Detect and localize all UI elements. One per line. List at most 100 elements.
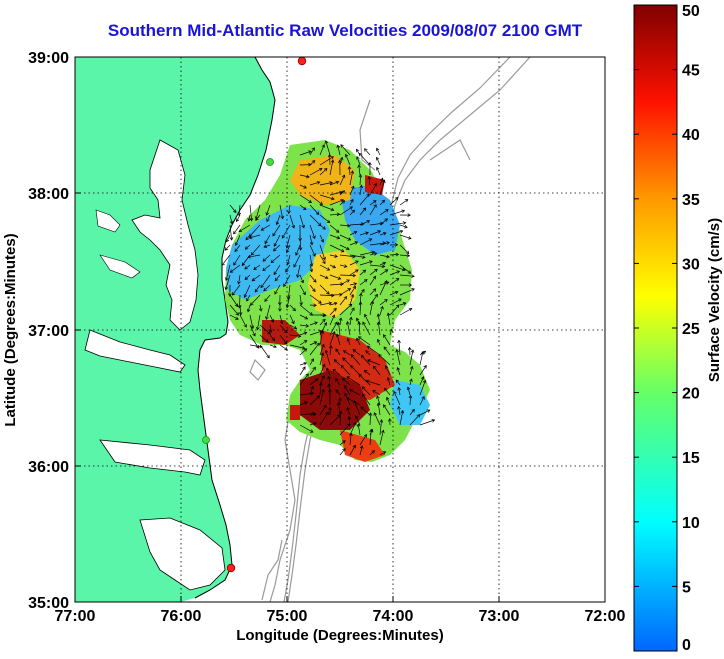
velocity-arrow (369, 276, 376, 286)
colorbar-scale (633, 4, 678, 652)
velocity-arrow (335, 378, 341, 386)
velocity-arrow (349, 231, 357, 236)
velocity-arrow (329, 224, 340, 233)
velocity-arrow-head (411, 408, 415, 413)
velocity-arrow (339, 206, 353, 216)
velocity-arrow (309, 330, 323, 336)
velocity-arrow-head (309, 241, 314, 246)
colorbar-tick-label: 10 (682, 515, 700, 532)
velocity-arrow (367, 345, 381, 356)
velocity-arrow-head (362, 269, 367, 274)
velocity-arrow-head (350, 354, 355, 358)
velocity-arrow-head (408, 307, 413, 312)
velocity-arrow-head (376, 402, 381, 407)
velocity-arrow (299, 362, 307, 366)
velocity-arrow-head (266, 218, 270, 223)
velocity-arrow-head (337, 159, 342, 163)
velocity-arrow (387, 377, 391, 386)
velocity-arrow (345, 154, 351, 166)
velocity-arrow (255, 214, 261, 221)
velocity-arrow-head (260, 227, 265, 231)
velocity-arrow-head (304, 401, 308, 405)
velocity-arrow-head (365, 231, 369, 236)
velocity-arrow-head (383, 404, 387, 408)
velocity-arrow (329, 308, 337, 316)
velocity-arrow (339, 190, 345, 196)
velocity-arrow-head (351, 209, 355, 214)
velocity-arrow (353, 400, 361, 416)
velocity-arrow-head (356, 148, 360, 153)
velocity-arrow (299, 314, 308, 320)
velocity-arrow-head (324, 349, 329, 354)
velocity-arrow-head (237, 305, 242, 309)
velocity-arrow (365, 350, 371, 356)
velocity-arrow-head (246, 308, 251, 313)
velocity-arrow (319, 214, 330, 223)
velocity-arrow-head (340, 249, 345, 253)
velocity-arrow (299, 274, 304, 283)
colorbar-tick-label: 40 (682, 127, 700, 144)
velocity-arrow (283, 274, 291, 287)
velocity-arrow-head (367, 176, 372, 180)
velocity-arrow-head (244, 276, 249, 280)
velocity-arrow (329, 254, 338, 257)
colorbar-label: Surface Velocity (cm/s) (706, 218, 723, 382)
velocity-arrow (299, 366, 306, 376)
velocity-arrow-head (407, 270, 412, 274)
velocity-arrow-head (395, 304, 400, 308)
colorbar-tick-label: 5 (682, 579, 691, 596)
velocity-arrow-head (346, 246, 350, 251)
velocity-arrow (329, 321, 338, 336)
velocity-arrow (299, 401, 308, 406)
velocity-arrow-head (343, 296, 348, 300)
velocity-arrow (379, 232, 387, 236)
velocity-arrow-head (320, 330, 325, 334)
velocity-arrow-head (278, 308, 282, 312)
velocity-arrow (269, 314, 274, 323)
velocity-arrow (399, 199, 409, 206)
velocity-arrow-head (275, 221, 280, 226)
x-tick-label: 74:00 (373, 608, 414, 625)
velocity-arrow (309, 214, 322, 227)
velocity-arrow (299, 150, 312, 156)
velocity-arrow-head (338, 397, 342, 401)
velocity-arrow (399, 308, 412, 316)
velocity-arrow (340, 144, 351, 156)
velocity-arrow-head (326, 219, 331, 224)
velocity-arrow-head (285, 304, 290, 309)
velocity-arrow (339, 234, 351, 241)
velocity-arrow (379, 451, 386, 456)
velocity-arrow-head (360, 354, 365, 359)
velocity-arrow (309, 422, 317, 426)
velocity-arrow (309, 284, 316, 292)
velocity-arrow-head (340, 144, 344, 148)
velocity-arrow (299, 214, 305, 228)
velocity-arrow (285, 264, 291, 273)
velocity-arrow-head (262, 267, 266, 272)
colorbar-tick-label: 15 (682, 450, 700, 467)
velocity-arrow (244, 264, 251, 270)
velocity-arrow (389, 304, 400, 316)
velocity-arrow-head (322, 318, 326, 323)
velocity-arrow (289, 214, 295, 229)
velocity-arrow-head (221, 262, 225, 266)
velocity-arrow-head (420, 376, 425, 380)
velocity-arrow (361, 386, 371, 396)
velocity-arrow (319, 156, 334, 166)
velocity-arrow (245, 234, 251, 241)
velocity-arrow (329, 159, 334, 176)
velocity-arrow (329, 244, 345, 253)
velocity-arrow-head (365, 350, 369, 354)
velocity-arrow (332, 369, 341, 376)
velocity-arrow-head (375, 166, 380, 171)
velocity-arrow-head (406, 386, 411, 391)
velocity-arrow-head (363, 369, 368, 374)
velocity-arrow (263, 244, 271, 248)
velocity-arrow-head (322, 256, 326, 261)
velocity-arrow (329, 234, 340, 239)
velocity-arrow (346, 321, 351, 336)
velocity-arrow-head (385, 209, 389, 213)
velocity-arrow (238, 274, 241, 285)
velocity-arrow (419, 396, 425, 406)
velocity-arrow-head (342, 448, 346, 452)
